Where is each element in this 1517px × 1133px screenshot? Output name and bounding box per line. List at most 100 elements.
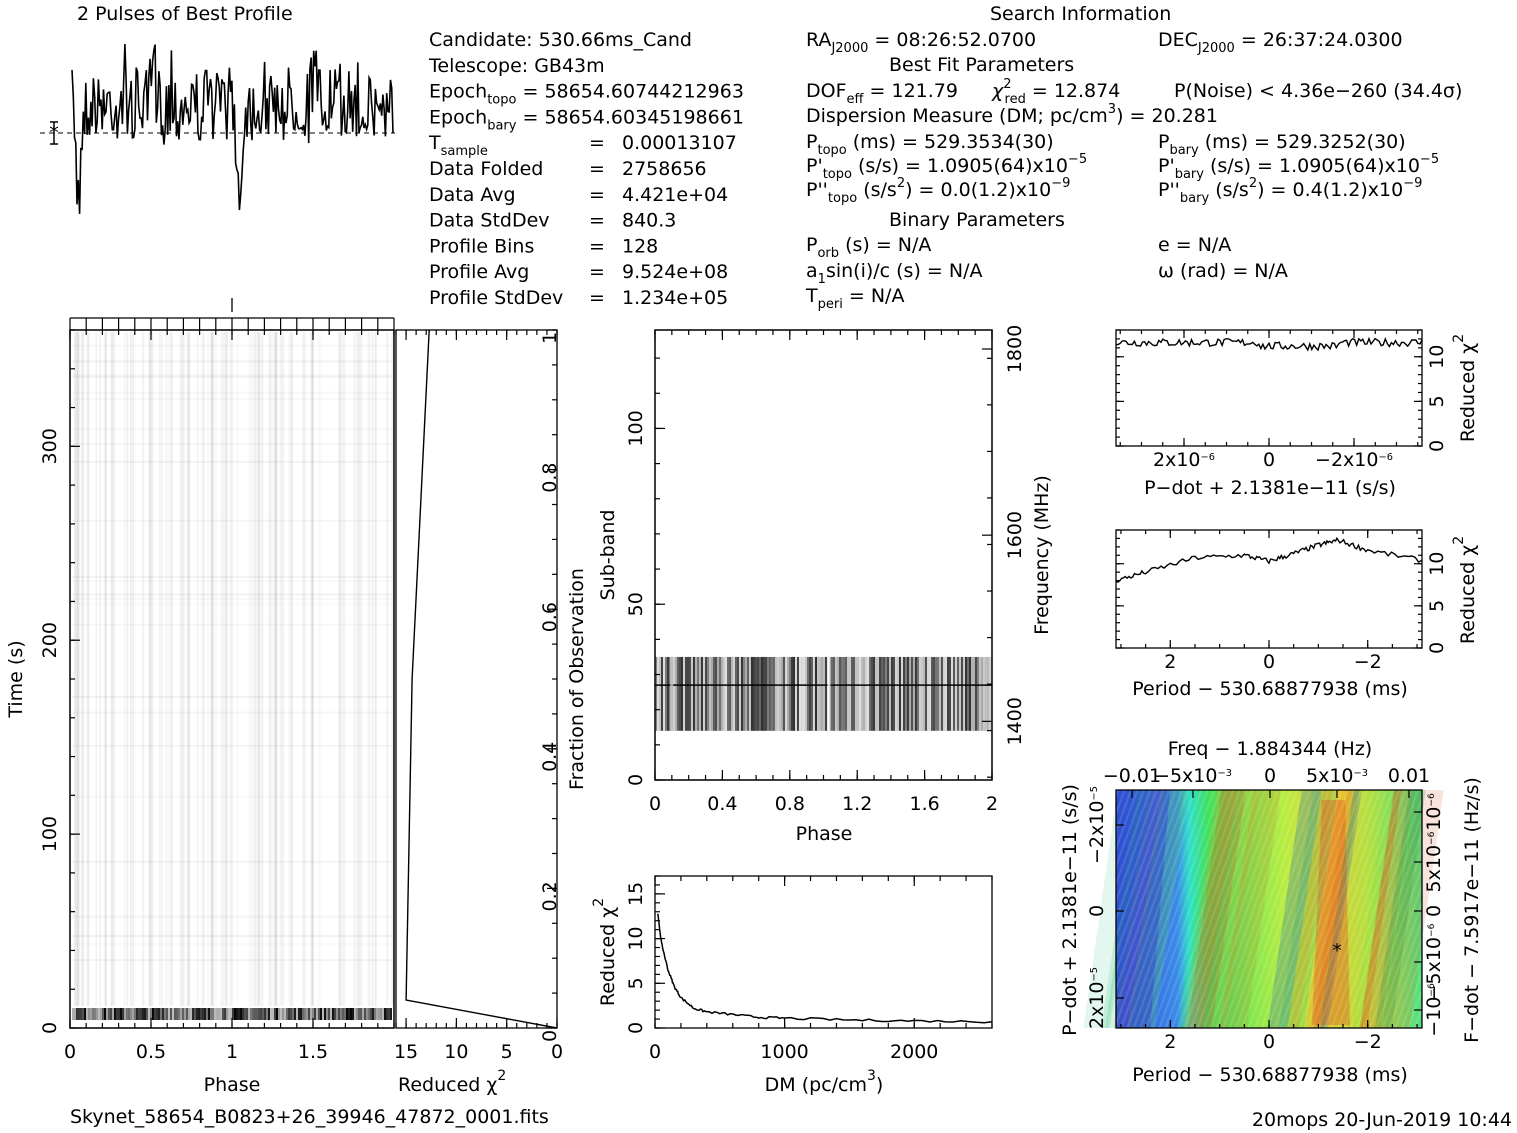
subband-column: [943, 656, 945, 731]
binary-heading: Binary Parameters: [889, 209, 1065, 231]
subband-column: [965, 656, 967, 731]
info-right-block: RAJ2000 = 08:26:52.0700 DECJ2000 = 26:37…: [805, 29, 1462, 312]
dec-label: DEC: [1158, 29, 1198, 51]
pp-xtick-label: 2: [1164, 1031, 1176, 1053]
dm-xtick-label: 1000: [760, 1041, 808, 1063]
time-phase-bright-row: [190, 1008, 192, 1020]
subband-column: [721, 656, 723, 731]
porb-label: P: [806, 234, 817, 256]
time-phase-bright-row: [354, 1008, 356, 1020]
subband-column: [891, 656, 893, 731]
dm-chi2-line: [656, 913, 993, 1024]
time-phase-stripes: [72, 332, 394, 1020]
pp-righttick-label: 5x10−6: [1423, 831, 1445, 892]
time-phase-bright-row: [162, 1008, 164, 1020]
time-phase-ylabel: Time (s): [5, 640, 27, 718]
subband-column: [923, 656, 925, 731]
subband-column: [787, 656, 789, 731]
time-phase-bright-row: [170, 1008, 172, 1020]
subband-column: [975, 656, 977, 731]
subband-column: [739, 656, 741, 731]
pddbary-label: P'': [1158, 179, 1180, 201]
time-phase-stripe: [148, 332, 151, 1006]
chi-label: χ: [991, 80, 1004, 102]
time-phase-row: [72, 935, 392, 937]
time-phase-bright-row: [88, 1008, 90, 1020]
subband-column: [913, 656, 915, 731]
pddtopo-sup: 2: [897, 176, 905, 191]
time-phase-bright-row: [348, 1008, 350, 1020]
time-phase-ytick-label: 0: [39, 1022, 61, 1034]
subband-column: [821, 656, 823, 731]
subband-column: [765, 656, 767, 731]
subband-column: [977, 656, 979, 731]
subband-xtick-label: 2: [986, 793, 998, 815]
time-phase-stripe: [257, 332, 260, 1006]
subband-column: [743, 656, 745, 731]
time-phase-bright-row: [184, 1008, 186, 1020]
time-phase-stripe: [275, 332, 277, 1006]
pddtopo-value: (s/s: [857, 179, 897, 201]
subband-xtick-label: 1.6: [909, 793, 939, 815]
time-phase-bright-row: [172, 1008, 174, 1020]
subband-column: [989, 656, 991, 731]
subband-column: [741, 656, 743, 731]
svg-text:Dispersion Measure (DM; pc/cm3: Dispersion Measure (DM; pc/cm3) = 20.281: [806, 102, 1218, 127]
time-phase-row: [72, 603, 392, 605]
subband-column: [717, 656, 719, 731]
subband-column: [907, 656, 909, 731]
time-phase-bright-row: [378, 1008, 380, 1020]
subband-column: [871, 656, 873, 731]
time-phase-stripe: [210, 332, 213, 1006]
subband-column: [719, 656, 721, 731]
info-left-row: Epochtopo = 58654.60744212963: [429, 81, 744, 108]
subband-column: [695, 656, 697, 731]
time-phase-stripe: [225, 332, 228, 1006]
pp-toptick-label: −5x10−3: [1154, 765, 1232, 787]
time-phase-bright-row: [168, 1008, 170, 1020]
time-phase-bright-row: [90, 1008, 92, 1020]
ra-label: RA: [806, 29, 831, 51]
time-chi2-xtick-label: 5: [501, 1041, 513, 1063]
time-phase-bright-row: [148, 1008, 150, 1020]
subband-column: [731, 656, 733, 731]
time-phase-bright-row: [366, 1008, 368, 1020]
subband-column: [931, 656, 933, 731]
time-phase-row: [72, 428, 392, 430]
time-phase-bright-row: [214, 1008, 216, 1020]
pddtopo-value2: ) = 0.0(1.2)x10: [905, 179, 1051, 201]
time-phase-bright-row: [220, 1008, 222, 1020]
time-phase-row: [72, 943, 392, 945]
time-phase-bright-row: [308, 1008, 310, 1020]
time-phase-bright-row: [186, 1008, 188, 1020]
time-phase-bright-row: [274, 1008, 276, 1020]
subband-column: [897, 656, 899, 731]
subband-xtick-label: 0: [649, 793, 661, 815]
time-chi2-ticks: 15 10 5 00 0.2 0.4 0.6 0.8 1: [394, 329, 563, 1063]
time-phase-row: [72, 374, 392, 376]
subband-column: [757, 656, 759, 731]
time-phase-bright-row: [114, 1008, 116, 1020]
time-phase-stripe: [99, 332, 101, 1006]
dm-ytick-label: 10: [625, 926, 647, 950]
pddtopo-label: P'': [806, 179, 828, 201]
pdot-xtick-label: 2x10−6: [1153, 449, 1215, 471]
time-phase-row: [72, 860, 392, 863]
pp-righttick-label: −5x10−6: [1423, 923, 1445, 1000]
time-phase-xtick-label: 0: [64, 1041, 76, 1063]
subband-column: [979, 656, 981, 731]
time-phase-stripe: [215, 332, 217, 1006]
subband-ytick-label: 100: [625, 410, 647, 446]
time-phase-stripe: [160, 332, 164, 1006]
time-phase-bright-row: [350, 1008, 352, 1020]
time-phase-bright-row: [128, 1008, 130, 1020]
time-phase-bright-row: [232, 1008, 234, 1020]
dm-ytick-label: 5: [625, 977, 647, 989]
period-ytick-label: 5: [1426, 600, 1448, 612]
time-phase-bright-row: [228, 1008, 230, 1020]
subband-column: [861, 656, 863, 731]
time-phase-stripe: [212, 332, 214, 1006]
period-chi2-plot: 2 0 −2 0 5 10 Period − 530.68877938 (ms) Redu…: [1115, 529, 1479, 700]
subband-column: [811, 656, 813, 731]
